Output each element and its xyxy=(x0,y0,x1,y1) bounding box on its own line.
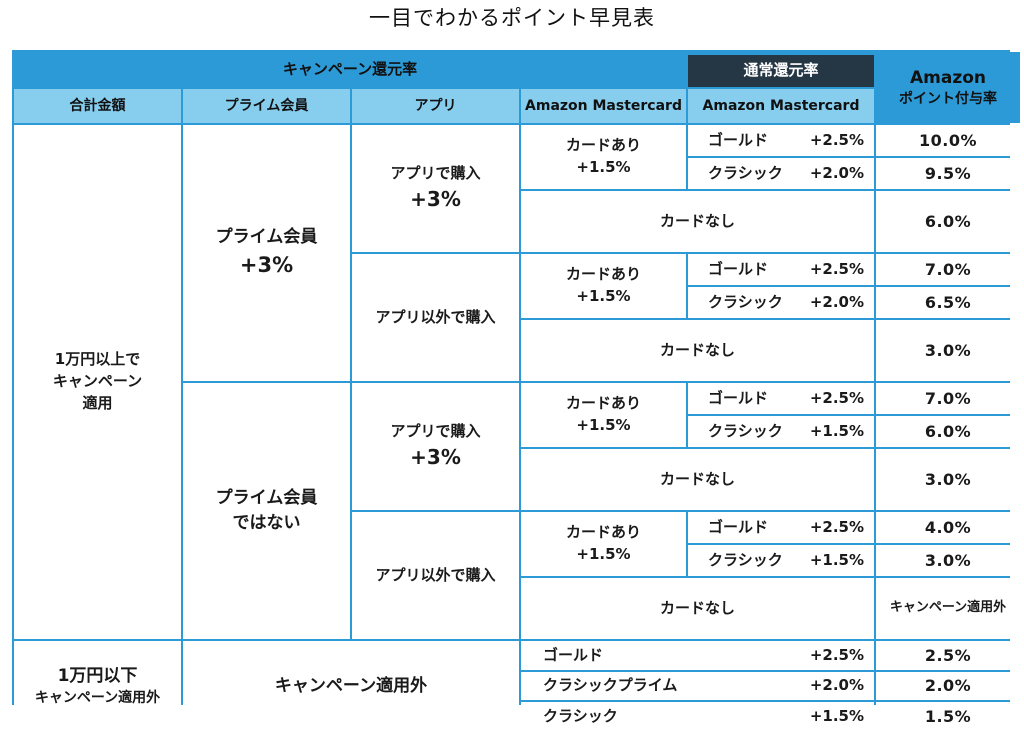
under-threshold-label: 1万円以下 キャンペーン適用外 xyxy=(14,641,181,731)
card-yes-text: カードあり xyxy=(565,265,641,284)
col-mc-campaign-header: Amazon Mastercard xyxy=(521,89,686,123)
tier-gold-label: ゴールド xyxy=(708,130,769,149)
rate-classic: 3.0% xyxy=(876,545,1020,576)
card-yes-bonus: +1.5% xyxy=(576,287,631,305)
normal-rate-header-cell: 通常還元率 xyxy=(688,52,874,87)
card-no-label: カードなし xyxy=(521,320,874,381)
app-bonus: +3% xyxy=(410,186,461,211)
tier-classic-pct: +1.5% xyxy=(809,421,864,440)
card-yes-label: カードあり +1.5% xyxy=(521,512,686,576)
under-rate-classic-prime: 2.0% xyxy=(876,672,1020,700)
rate-gold: 4.0% xyxy=(876,512,1020,543)
normal-rate-header: 通常還元率 xyxy=(688,55,874,87)
card-no-label: カードなし xyxy=(521,578,874,639)
rate-gold: 7.0% xyxy=(876,254,1020,285)
prime-bonus: +3% xyxy=(239,253,294,278)
card-no-label: カードなし xyxy=(521,191,874,252)
tier-gold-pct: +2.5% xyxy=(809,517,864,536)
campaign-applied-label: 1万円以上で キャンペーン 適用 xyxy=(14,125,181,639)
rate-gold: 7.0% xyxy=(876,383,1020,414)
campaign-applied-line3: 適用 xyxy=(82,393,113,412)
app-bonus: +3% xyxy=(410,444,461,469)
non-app-purchase-label: アプリ以外で購入 xyxy=(352,512,519,639)
card-yes-text: カードあり xyxy=(565,136,641,155)
card-yes-bonus: +1.5% xyxy=(576,416,631,434)
card-no-label: カードなし xyxy=(521,449,874,510)
rate-no-card: キャンペーン適用外 xyxy=(876,578,1020,639)
card-yes-label: カードあり +1.5% xyxy=(521,254,686,318)
under-rate-gold: 2.5% xyxy=(876,641,1020,670)
app-purchase-label: アプリで購入 +3% xyxy=(352,125,519,252)
under-tier-gold-label: ゴールド xyxy=(543,645,604,664)
card-yes-label: カードあり +1.5% xyxy=(521,383,686,447)
not-applied-label: キャンペーン適用外 xyxy=(183,641,519,731)
tier-gold-label: ゴールド xyxy=(708,388,769,407)
tier-classic-label: クラシック xyxy=(708,550,783,569)
app-purchase-text: アプリで購入 xyxy=(390,164,481,183)
card-yes-text: カードあり xyxy=(565,523,641,542)
campaign-rate-header: キャンペーン還元率 xyxy=(14,52,686,87)
tier-classic-label: クラシック xyxy=(708,421,783,440)
under-tier-classic-prime-label: クラシックプライム xyxy=(543,676,678,695)
rate-no-card: 6.0% xyxy=(876,191,1020,252)
amazon-rate-title: Amazon xyxy=(909,67,987,88)
card-yes-text: カードあり xyxy=(565,394,641,413)
under-tier-classic-prime-pct: +2.0% xyxy=(809,676,864,695)
campaign-applied-line1: 1万円以上で xyxy=(54,350,141,369)
prime-member-label: プライム会員 +3% xyxy=(183,125,350,381)
card-yes-bonus: +1.5% xyxy=(576,158,631,176)
amazon-rate-header: Amazon ポイント付与率 xyxy=(876,52,1020,123)
app-purchase-label: アプリで購入 +3% xyxy=(352,383,519,510)
amazon-rate-subtitle: ポイント付与率 xyxy=(899,90,997,107)
rate-no-card: 3.0% xyxy=(876,449,1020,510)
rate-no-card: 3.0% xyxy=(876,320,1020,381)
tier-gold: ゴールド +2.5% xyxy=(688,383,874,414)
campaign-applied-line2: キャンペーン xyxy=(52,372,143,391)
rate-classic: 9.5% xyxy=(876,158,1020,189)
under-threshold-line1: 1万円以下 xyxy=(57,665,138,686)
col-mc-normal-header: Amazon Mastercard xyxy=(688,89,874,123)
col-app-header: アプリ xyxy=(352,89,519,123)
under-tier-classic-prime: クラシックプライム +2.0% xyxy=(521,672,874,700)
under-tier-gold-pct: +2.5% xyxy=(809,645,864,664)
under-threshold-line2: キャンペーン適用外 xyxy=(34,690,161,707)
tier-classic-pct: +2.0% xyxy=(809,292,864,311)
points-table: キャンペーン還元率 通常還元率 Amazon ポイント付与率 合計金額 プライム… xyxy=(12,50,1020,731)
under-tier-gold: ゴールド +2.5% xyxy=(521,641,874,670)
prime-member-text: プライム会員 xyxy=(215,227,318,248)
rate-classic: 6.0% xyxy=(876,416,1020,447)
tier-classic: クラシック +2.0% xyxy=(688,158,874,189)
col-prime-header: プライム会員 xyxy=(183,89,350,123)
tier-classic-label: クラシック xyxy=(708,292,783,311)
rate-classic: 6.5% xyxy=(876,287,1020,318)
tier-classic-pct: +2.0% xyxy=(809,163,864,182)
tier-classic-label: クラシック xyxy=(708,163,783,182)
tier-gold: ゴールド +2.5% xyxy=(688,125,874,156)
tier-gold: ゴールド +2.5% xyxy=(688,512,874,543)
app-purchase-text: アプリで購入 xyxy=(390,422,481,441)
tier-classic: クラシック +1.5% xyxy=(688,416,874,447)
non-prime-line1: プライム会員 xyxy=(215,488,318,509)
non-app-purchase-label: アプリ以外で購入 xyxy=(352,254,519,381)
tier-gold-pct: +2.5% xyxy=(809,388,864,407)
non-prime-label: プライム会員 ではない xyxy=(183,383,350,639)
tier-gold-label: ゴールド xyxy=(708,259,769,278)
tier-gold: ゴールド +2.5% xyxy=(688,254,874,285)
tier-classic-pct: +1.5% xyxy=(809,550,864,569)
card-yes-bonus: +1.5% xyxy=(576,545,631,563)
tier-gold-pct: +2.5% xyxy=(809,259,864,278)
non-prime-line2: ではない xyxy=(232,513,301,533)
tier-classic: クラシック +1.5% xyxy=(688,545,874,576)
tier-classic: クラシック +2.0% xyxy=(688,287,874,318)
card-yes-label: カードあり +1.5% xyxy=(521,125,686,189)
page-title: 一目でわかるポイント早見表 xyxy=(369,6,655,30)
tier-gold-pct: +2.5% xyxy=(809,130,864,149)
col-total-header: 合計金額 xyxy=(14,89,181,123)
tier-gold-label: ゴールド xyxy=(708,517,769,536)
rate-gold: 10.0% xyxy=(876,125,1020,156)
